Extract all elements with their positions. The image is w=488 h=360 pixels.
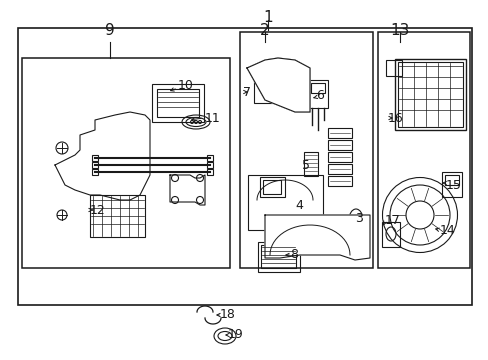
Text: 19: 19 [227, 328, 243, 342]
Bar [397, 62, 462, 127]
Text: 2: 2 [260, 23, 269, 38]
Bar [444, 175, 458, 185]
Bar [18, 28, 471, 305]
Text: 5: 5 [302, 158, 309, 171]
Text: 15: 15 [445, 179, 461, 192]
Bar [263, 180, 281, 194]
Bar [206, 155, 213, 161]
Bar [381, 222, 399, 247]
Bar [240, 32, 372, 268]
Text: 10: 10 [178, 78, 193, 91]
Polygon shape [246, 58, 309, 112]
Text: 4: 4 [294, 198, 302, 212]
Polygon shape [264, 215, 369, 260]
Bar [327, 176, 351, 186]
Bar [92, 162, 98, 168]
Text: 8: 8 [289, 248, 297, 261]
Bar [157, 89, 199, 117]
Bar [261, 245, 295, 268]
Text: 7: 7 [243, 86, 250, 99]
Bar [92, 169, 98, 175]
Bar [90, 195, 145, 237]
Bar [441, 172, 461, 197]
Text: 11: 11 [204, 112, 220, 125]
Text: 18: 18 [220, 309, 235, 321]
Bar [206, 169, 213, 175]
Bar [327, 140, 351, 150]
Bar [92, 155, 98, 161]
Text: 14: 14 [439, 224, 455, 237]
Bar [327, 152, 351, 162]
Text: 12: 12 [90, 203, 105, 216]
Bar [247, 175, 323, 230]
Bar [258, 242, 299, 272]
Text: 16: 16 [387, 112, 403, 125]
Bar [327, 164, 351, 174]
Bar [307, 80, 327, 108]
Text: 17: 17 [384, 213, 400, 226]
Bar [304, 152, 317, 176]
Text: 3: 3 [354, 212, 362, 225]
Text: 1: 1 [263, 10, 272, 25]
Bar [22, 58, 229, 268]
Text: 13: 13 [389, 23, 409, 38]
Bar [310, 83, 325, 93]
Text: 9: 9 [105, 23, 115, 38]
Bar [394, 59, 465, 130]
Bar [253, 68, 293, 103]
Bar [260, 177, 285, 197]
Bar [206, 162, 213, 168]
Bar [152, 84, 203, 122]
Bar [377, 32, 469, 268]
Bar [385, 60, 401, 76]
Bar [327, 128, 351, 138]
Text: 6: 6 [315, 89, 323, 102]
